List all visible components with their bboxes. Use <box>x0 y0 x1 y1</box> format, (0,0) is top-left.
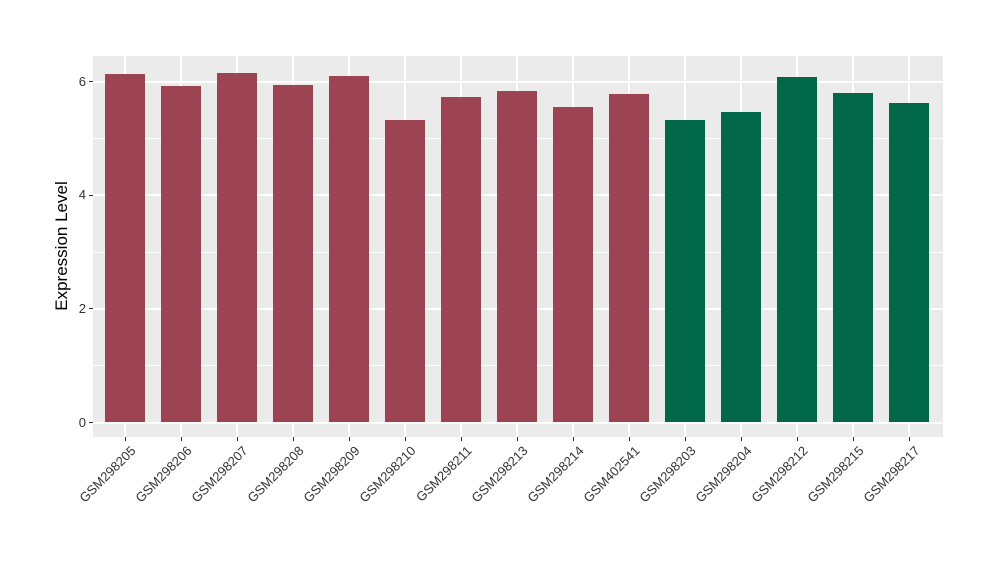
bar-GSM298206 <box>161 86 201 423</box>
x-tick-label-GSM298213: GSM298213 <box>468 443 531 506</box>
y-tick-mark-0 <box>89 422 93 423</box>
bar-GSM298215 <box>833 92 873 423</box>
bar-GSM298210 <box>385 119 425 423</box>
major-gridline-y-6 <box>93 80 943 83</box>
y-tick-label-0: 0 <box>78 414 86 430</box>
x-tick-label-GSM298215: GSM298215 <box>804 443 867 506</box>
plot-panel <box>93 56 943 437</box>
major-gridline-y-0 <box>93 421 943 424</box>
x-tick-mark-GSM298212 <box>796 437 798 441</box>
x-tick-label-GSM298205: GSM298205 <box>76 443 139 506</box>
x-tick-label-GSM298208: GSM298208 <box>244 443 307 506</box>
x-tick-label-GSM298209: GSM298209 <box>300 443 363 506</box>
x-tick-mark-GSM298213 <box>516 437 518 441</box>
x-tick-label-GSM298210: GSM298210 <box>356 443 419 506</box>
bar-GSM298211 <box>441 96 481 423</box>
y-tick-label-2: 2 <box>78 300 86 316</box>
x-tick-label-GSM298207: GSM298207 <box>188 443 251 506</box>
x-tick-mark-GSM298203 <box>684 437 686 441</box>
bar-GSM298205 <box>105 73 145 423</box>
x-tick-mark-GSM298204 <box>740 437 742 441</box>
y-tick-mark-6 <box>89 81 93 83</box>
x-tick-mark-GSM298215 <box>852 437 854 441</box>
y-tick-mark-4 <box>89 194 93 196</box>
bar-GSM298204 <box>721 112 761 423</box>
x-tick-mark-GSM298208 <box>292 437 294 441</box>
bar-GSM298203 <box>665 120 705 423</box>
x-tick-label-GSM298217: GSM298217 <box>860 443 923 506</box>
bar-GSM298207 <box>217 72 257 423</box>
y-tick-label-4: 4 <box>78 187 86 203</box>
bar-GSM402541 <box>609 94 649 423</box>
x-tick-mark-GSM298210 <box>404 437 406 441</box>
x-tick-label-GSM298204: GSM298204 <box>692 443 755 506</box>
bar-GSM298212 <box>777 77 817 423</box>
x-tick-mark-GSM298207 <box>236 437 238 441</box>
bar-GSM298217 <box>889 102 929 423</box>
x-tick-mark-GSM298206 <box>180 437 182 441</box>
x-tick-label-GSM298211: GSM298211 <box>413 443 475 505</box>
x-tick-mark-GSM298209 <box>348 437 350 441</box>
x-tick-mark-GSM298211 <box>460 437 462 441</box>
x-tick-mark-GSM298214 <box>572 437 574 441</box>
y-tick-mark-2 <box>89 308 93 310</box>
bar-GSM298213 <box>497 91 537 423</box>
bar-GSM298209 <box>329 75 369 423</box>
x-tick-label-GSM298206: GSM298206 <box>132 443 195 506</box>
x-tick-mark-GSM298205 <box>124 437 126 441</box>
bar-GSM298214 <box>553 106 593 423</box>
x-tick-label-GSM298212: GSM298212 <box>748 443 811 506</box>
x-tick-label-GSM402541: GSM402541 <box>580 443 643 506</box>
x-tick-mark-GSM402541 <box>628 437 630 441</box>
bar-GSM298208 <box>273 84 313 423</box>
x-tick-label-GSM298203: GSM298203 <box>636 443 699 506</box>
y-tick-label-6: 6 <box>78 73 86 89</box>
x-tick-mark-GSM298217 <box>908 437 910 441</box>
x-tick-label-GSM298214: GSM298214 <box>524 443 587 506</box>
